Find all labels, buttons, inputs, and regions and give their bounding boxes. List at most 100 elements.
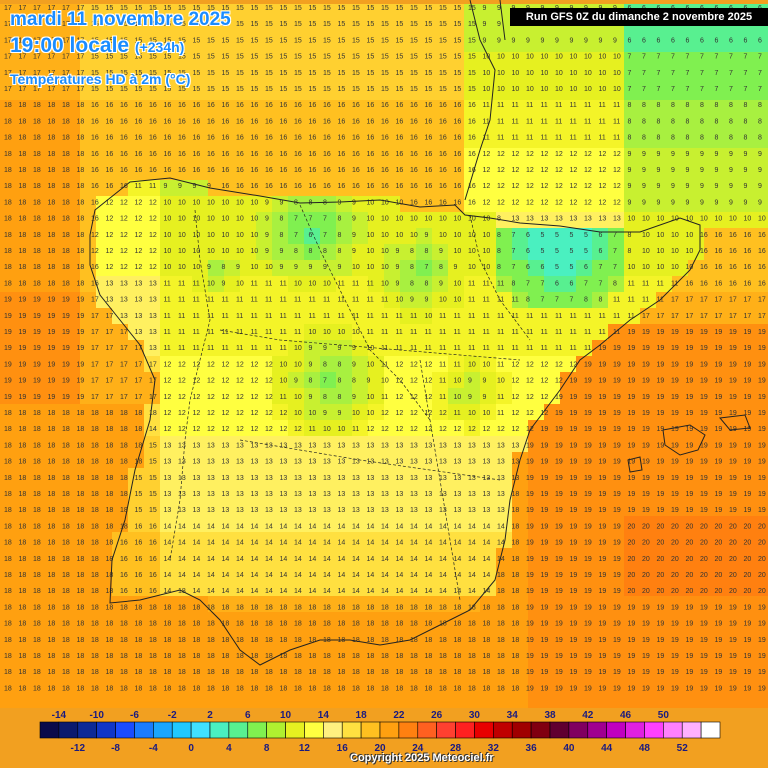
legend-label: 0 (188, 743, 194, 754)
temperature-value: 19 (541, 507, 549, 514)
temperature-value: 10 (468, 410, 476, 417)
temperature-value: 16 (367, 183, 375, 190)
temperature-value: 12 (454, 426, 462, 433)
temperature-value: 13 (294, 459, 302, 466)
temperature-value: 10 (642, 264, 650, 271)
temperature-value: 18 (62, 426, 70, 433)
legend-label: 8 (264, 743, 270, 754)
temperature-value: 19 (758, 378, 766, 385)
temperature-value: 18 (48, 459, 56, 466)
temperature-cell (0, 116, 16, 132)
temperature-cell (176, 148, 192, 164)
temperature-value: 15 (207, 54, 215, 61)
temperature-value: 7 (715, 70, 719, 77)
temperature-value: 14 (454, 540, 462, 547)
temperature-value: 12 (91, 232, 99, 239)
temperature-value: 20 (758, 523, 766, 530)
temperature-value: 12 (193, 410, 201, 417)
temperature-value: 11 (207, 329, 214, 336)
temperature-value: 9 (758, 167, 762, 174)
temperature-value: 16 (265, 183, 273, 190)
temperature-value: 14 (352, 572, 360, 579)
temperature-value: 16 (338, 102, 346, 109)
temperature-value: 18 (236, 621, 244, 628)
temperature-value: 19 (541, 653, 549, 660)
temperature-value: 17 (91, 378, 99, 385)
temperature-value: 13 (439, 491, 447, 498)
temperature-cell (464, 388, 480, 404)
temperature-value: 18 (62, 507, 70, 514)
temperature-value: 12 (555, 378, 563, 385)
temperature-value: 12 (512, 426, 520, 433)
temperature-value: 15 (265, 37, 273, 44)
temperature-cell (400, 148, 416, 164)
temperature-value: 13 (280, 491, 288, 498)
temperature-value: 18 (91, 685, 99, 692)
temperature-value: 18 (19, 491, 27, 498)
temperature-value: 8 (744, 102, 748, 109)
temperature-value: 6 (526, 248, 530, 255)
temperature-value: 13 (149, 329, 157, 336)
temperature-value: 14 (149, 426, 157, 433)
temperature-value: 18 (48, 232, 56, 239)
temperature-value: 18 (106, 588, 114, 595)
legend-color-swatch (700, 721, 721, 739)
temperature-cell (336, 36, 352, 52)
temperature-cell (80, 36, 96, 52)
temperature-value: 11 (309, 313, 316, 320)
temperature-value: 8 (700, 118, 704, 125)
temperature-value: 18 (77, 199, 85, 206)
temperature-value: 6 (744, 37, 748, 44)
temperature-value: 13 (396, 491, 404, 498)
temperature-value: 8 (758, 118, 762, 125)
temperature-value: 18 (178, 588, 186, 595)
temperature-value: 18 (77, 151, 85, 158)
temperature-value: 11 (251, 345, 258, 352)
temperature-cell (48, 116, 64, 132)
temperature-value: 20 (671, 523, 679, 530)
temperature-value: 16 (265, 151, 273, 158)
temperature-value: 16 (367, 135, 375, 142)
temperature-value: 13 (381, 475, 389, 482)
temperature-value: 18 (33, 685, 41, 692)
temperature-cell (208, 4, 224, 20)
temperature-cell (432, 36, 448, 52)
temperature-value: 15 (367, 70, 375, 77)
temperature-value: 16 (149, 588, 157, 595)
temperature-cell (496, 36, 512, 52)
temperature-value: 19 (555, 540, 563, 547)
temperature-value: 19 (526, 507, 534, 514)
temperature-cell (48, 20, 64, 36)
temperature-cell (192, 116, 208, 132)
temperature-cell (336, 84, 352, 100)
temperature-value: 9 (686, 151, 690, 158)
temperature-value: 17 (120, 378, 128, 385)
temperature-value: 14 (396, 540, 404, 547)
temperature-value: 16 (715, 280, 723, 287)
temperature-value: 16 (468, 199, 476, 206)
temperature-value: 19 (715, 459, 723, 466)
temperature-value: 10 (512, 70, 520, 77)
temperature-value: 16 (120, 556, 128, 563)
temperature-value: 15 (265, 54, 273, 61)
temperature-value: 15 (149, 86, 157, 93)
temperature-value: 18 (48, 410, 56, 417)
temperature-value: 17 (700, 297, 708, 304)
temperature-cell (320, 100, 336, 116)
temperature-value: 19 (584, 394, 592, 401)
temperature-value: 16 (193, 135, 201, 142)
temperature-value: 7 (744, 86, 748, 93)
temperature-value: 19 (686, 361, 694, 368)
temperature-value: 11 (381, 313, 388, 320)
temperature-value: 18 (207, 685, 215, 692)
temperature-value: 16 (265, 118, 273, 125)
temperature-value: 15 (367, 86, 375, 93)
temperature-value: 16 (744, 280, 752, 287)
temperature-value: 19 (686, 621, 694, 628)
temperature-value: 16 (265, 102, 273, 109)
temperature-value: 16 (178, 118, 186, 125)
temperature-cell (448, 68, 464, 84)
temperature-value: 19 (48, 297, 56, 304)
temperature-value: 18 (454, 604, 462, 611)
temperature-cell (464, 100, 480, 116)
